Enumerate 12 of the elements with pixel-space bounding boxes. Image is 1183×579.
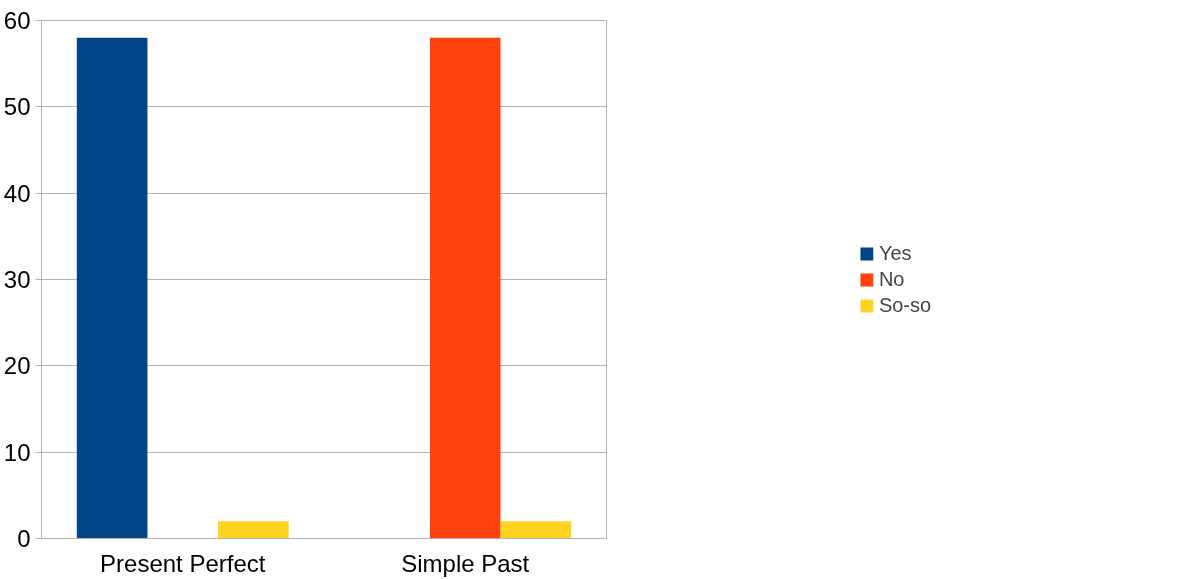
- y-tick-label: 30: [3, 266, 31, 293]
- y-tick-label: 10: [3, 438, 31, 466]
- x-tick-label: Simple Past: [401, 549, 530, 577]
- legend-label: So-so: [878, 293, 932, 317]
- y-tick-label: 20: [3, 352, 31, 380]
- legend-label: No: [878, 267, 905, 291]
- y-tick-label: 0: [17, 525, 31, 552]
- y-tick-label: 60: [3, 7, 31, 34]
- x-tick-label: Present Perfect: [100, 549, 266, 577]
- y-tick-label: 40: [3, 179, 31, 207]
- y-tick-label: 50: [3, 93, 31, 121]
- legend-label: Yes: [878, 241, 912, 265]
